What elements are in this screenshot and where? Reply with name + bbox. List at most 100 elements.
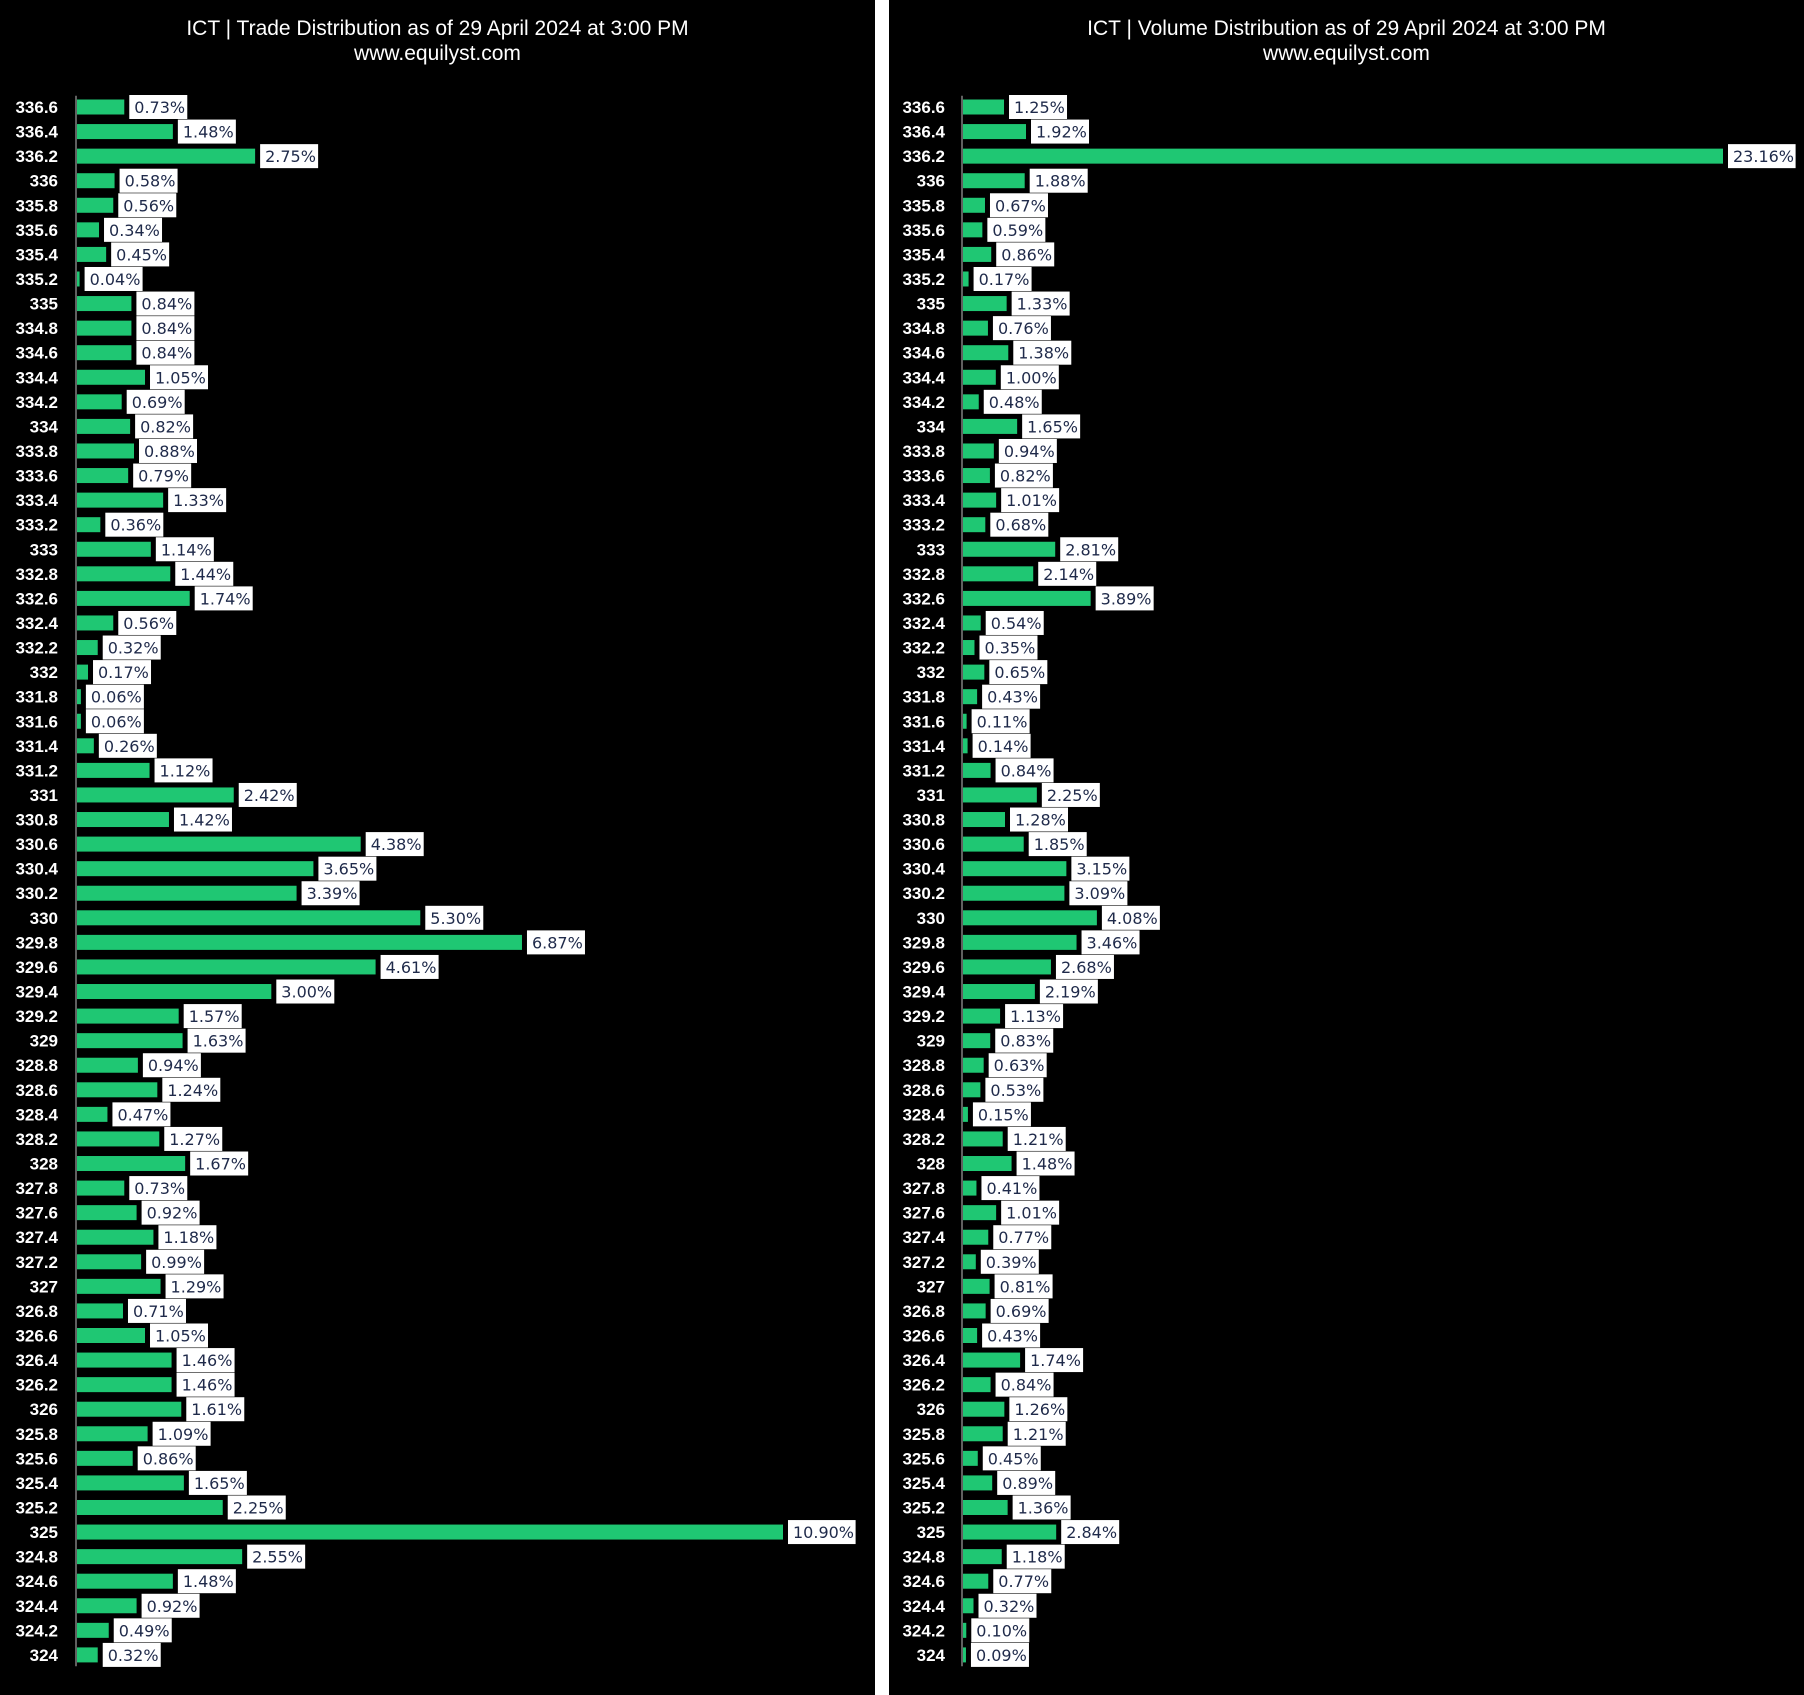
y-tick-label: 331.8 bbox=[902, 688, 945, 707]
data-label: 0.47% bbox=[112, 1102, 171, 1127]
data-label: 10.90% bbox=[788, 1520, 856, 1545]
bar bbox=[963, 762, 991, 778]
data-label-text: 3.89% bbox=[1101, 589, 1152, 608]
data-label-box bbox=[1009, 95, 1068, 119]
bar bbox=[963, 1622, 967, 1638]
volume-bars-svg: 336.6 1.25% 336.4 1.92% 336.2 23.16% 336 1.88% 3… bbox=[902, 95, 1796, 1667]
y-tick-label: 334.2 bbox=[902, 393, 945, 412]
y-tick-label: 332.8 bbox=[902, 565, 945, 584]
bar bbox=[963, 124, 1027, 140]
data-label-text: 1.57% bbox=[189, 1007, 240, 1026]
data-label-box bbox=[129, 95, 188, 119]
data-label-text: 4.38% bbox=[371, 835, 422, 854]
data-label-text: 0.71% bbox=[133, 1302, 184, 1321]
data-label-box bbox=[136, 291, 195, 316]
bar bbox=[77, 615, 114, 631]
data-label-text: 2.84% bbox=[1066, 1523, 1117, 1542]
bar bbox=[77, 517, 101, 533]
bar bbox=[963, 615, 981, 631]
y-tick-label: 333.6 bbox=[902, 467, 945, 486]
bar bbox=[963, 713, 967, 729]
data-label-box bbox=[1061, 1520, 1120, 1545]
data-label: 2.75% bbox=[260, 144, 319, 169]
y-tick-label: 333.8 bbox=[15, 442, 58, 461]
y-tick-label: 335.8 bbox=[15, 196, 58, 215]
data-label-box bbox=[138, 438, 197, 463]
data-label-text: 1.88% bbox=[1035, 172, 1086, 191]
data-label-box bbox=[1010, 807, 1069, 832]
bar bbox=[963, 271, 969, 287]
data-label-box bbox=[1041, 782, 1100, 807]
data-label-box bbox=[102, 635, 161, 660]
data-label: 1.74% bbox=[194, 586, 253, 611]
data-label-box bbox=[276, 979, 335, 1004]
y-tick-label: 329.4 bbox=[15, 983, 58, 1002]
data-label-box bbox=[994, 1274, 1053, 1299]
data-label: 1.14% bbox=[155, 537, 214, 562]
bar bbox=[77, 640, 98, 656]
y-tick-label: 331.4 bbox=[15, 737, 58, 756]
data-label: 1.01% bbox=[1001, 1200, 1060, 1225]
data-label: 1.65% bbox=[188, 1470, 247, 1495]
y-tick-label: 330.2 bbox=[15, 884, 58, 903]
data-label: 1.05% bbox=[150, 365, 209, 390]
bar bbox=[77, 1057, 138, 1073]
bar bbox=[963, 541, 1056, 557]
data-label-box bbox=[1031, 119, 1090, 144]
data-label: 1.18% bbox=[158, 1225, 217, 1250]
data-label-text: 0.84% bbox=[141, 295, 192, 314]
data-label: 0.04% bbox=[84, 266, 143, 291]
y-tick-label: 332 bbox=[30, 663, 58, 682]
data-label-box bbox=[983, 389, 1042, 414]
data-label-box bbox=[158, 1225, 217, 1250]
data-label: 0.17% bbox=[973, 266, 1032, 291]
y-tick-label: 335.6 bbox=[902, 221, 945, 240]
y-tick-label: 329.6 bbox=[15, 958, 58, 977]
data-label-box bbox=[998, 438, 1057, 463]
y-tick-label: 327.2 bbox=[902, 1253, 945, 1272]
data-label: 0.77% bbox=[993, 1225, 1052, 1250]
data-label-box bbox=[995, 1372, 1054, 1397]
data-label-text: 0.17% bbox=[979, 270, 1030, 289]
data-label-text: 0.88% bbox=[144, 442, 195, 461]
data-label: 4.38% bbox=[365, 832, 424, 857]
data-label-text: 1.48% bbox=[1022, 1155, 1073, 1174]
bar bbox=[963, 566, 1034, 582]
data-label: 1.61% bbox=[186, 1397, 245, 1422]
bar bbox=[963, 590, 1091, 606]
bar bbox=[963, 1205, 997, 1221]
y-tick-label: 327 bbox=[30, 1277, 58, 1296]
y-tick-label: 329.8 bbox=[902, 933, 945, 952]
bar bbox=[77, 148, 256, 164]
data-label-box bbox=[141, 1200, 200, 1225]
bar bbox=[963, 812, 1006, 828]
data-label: 0.89% bbox=[997, 1470, 1056, 1495]
data-label-text: 1.21% bbox=[1013, 1130, 1064, 1149]
data-label-box bbox=[146, 1249, 205, 1274]
data-label-text: 0.32% bbox=[108, 1646, 159, 1665]
data-label-box bbox=[1007, 1421, 1066, 1446]
bar bbox=[77, 1549, 243, 1565]
data-label-box bbox=[988, 1053, 1047, 1078]
data-label-box bbox=[301, 881, 360, 906]
y-tick-label: 334.8 bbox=[15, 319, 58, 338]
data-label-text: 0.79% bbox=[138, 467, 189, 486]
data-label-box bbox=[1728, 144, 1796, 169]
data-label: 0.41% bbox=[981, 1176, 1040, 1201]
data-label-box bbox=[993, 1225, 1052, 1250]
bar bbox=[77, 271, 80, 287]
data-label-box bbox=[1006, 1544, 1065, 1569]
data-label-box bbox=[93, 660, 152, 685]
data-label-box bbox=[126, 389, 185, 414]
data-label-box bbox=[111, 242, 170, 267]
data-label-box bbox=[971, 1618, 1030, 1643]
y-tick-label: 325.6 bbox=[15, 1449, 58, 1468]
data-label-box bbox=[1000, 365, 1059, 390]
data-label-text: 23.16% bbox=[1733, 147, 1794, 166]
data-label: 2.14% bbox=[1038, 561, 1097, 586]
data-label-text: 0.89% bbox=[1002, 1474, 1053, 1493]
data-label-text: 0.32% bbox=[108, 639, 159, 658]
data-label: 0.79% bbox=[133, 463, 192, 488]
bar bbox=[963, 1303, 986, 1319]
data-label-box bbox=[990, 512, 1049, 537]
